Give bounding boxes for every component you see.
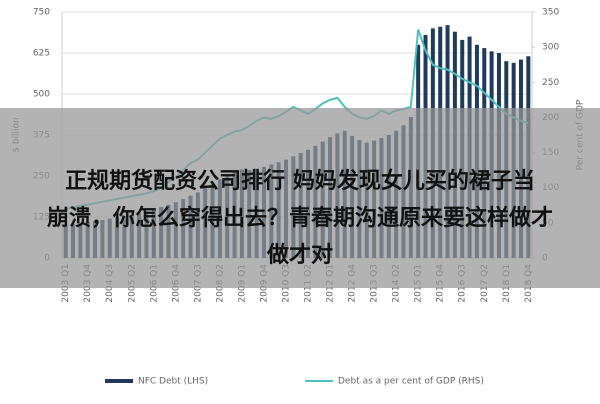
y2-tick-label: 250 (542, 78, 559, 88)
banner-text: 做才对 (266, 242, 333, 268)
banner-text: 崩溃，你怎么穿得出去？青春期沟通原来要这样做才 (47, 205, 553, 231)
banner-background (0, 108, 600, 288)
banner: 正规期货配资公司排行 妈妈发现女儿买的裙子当崩溃，你怎么穿得出去？青春期沟通原来… (0, 108, 600, 288)
legend-label: NFC Debt (LHS) (138, 377, 208, 387)
y-tick-label: 625 (33, 49, 50, 59)
legend-swatch (105, 379, 133, 383)
y-tick-label: 500 (33, 90, 50, 100)
y2-tick-label: 350 (542, 8, 559, 18)
legend-label: Debt as a per cent of GDP (RHS) (338, 377, 484, 387)
y-tick-label: 750 (33, 8, 50, 18)
banner-text: 正规期货配资公司排行 妈妈发现女儿买的裙子当 (65, 168, 535, 194)
y2-tick-label: 300 (542, 43, 559, 53)
